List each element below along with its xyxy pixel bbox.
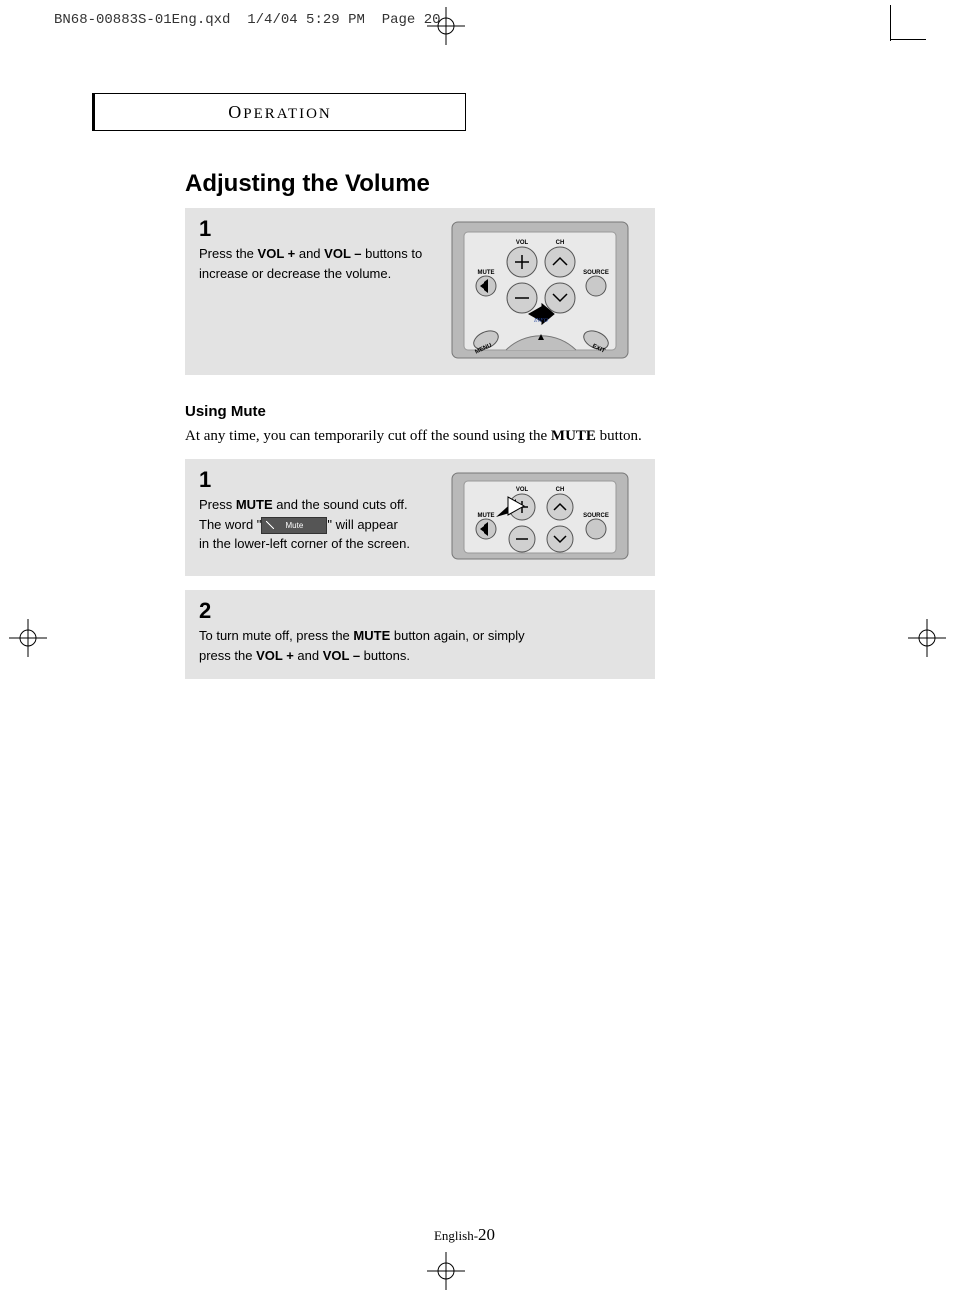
prepress-header: BN68-00883S-01Eng.qxd 1/4/04 5:29 PM Pag… (54, 12, 441, 28)
mute-step-1: 1 Press MUTE and the sound cuts off. The… (185, 459, 655, 576)
step-number: 1 (199, 216, 425, 242)
header-filename: BN68-00883S-01Eng.qxd (54, 12, 230, 28)
registration-mark (425, 1250, 467, 1292)
step-number: 1 (199, 467, 425, 493)
svg-text:MUTE: MUTE (478, 513, 495, 519)
sub-heading: Using Mute (185, 403, 655, 420)
svg-text:INFO: INFO (533, 318, 549, 324)
section-tab: OPERATION (92, 93, 466, 131)
step1-text: Press the VOL + and VOL – buttons to inc… (199, 244, 425, 283)
mute-step-2: 2 To turn mute off, press the MUTE butto… (185, 590, 655, 679)
mute-osd-pill: Mute (261, 517, 327, 534)
mute-step1-text: Press MUTE and the sound cuts off. The w… (199, 495, 425, 554)
step-number: 2 (199, 598, 641, 624)
svg-text:CH: CH (556, 487, 565, 493)
remote-illustration-1: VOL CH MUTE (441, 216, 641, 361)
step-box-1: 1 Press the VOL + and VOL – buttons to i… (185, 208, 655, 375)
tab-title-rest: PERATION (243, 106, 332, 122)
label-source: SOURCE (583, 270, 609, 276)
label-ch: CH (556, 240, 565, 246)
footer-page-number: 20 (478, 1225, 495, 1244)
svg-text:SOURCE: SOURCE (583, 513, 609, 519)
page-area: OPERATION Adjusting the Volume 1 Press t… (22, 40, 907, 1240)
label-vol: VOL (516, 240, 529, 246)
header-datetime: 1/4/04 5:29 PM (247, 12, 365, 28)
page-footer: English-20 (22, 1225, 907, 1245)
mute-step2-text: To turn mute off, press the MUTE button … (199, 626, 641, 665)
content-column: Adjusting the Volume 1 Press the VOL + a… (185, 170, 655, 693)
label-mute: MUTE (478, 270, 495, 276)
page-title: Adjusting the Volume (185, 170, 655, 198)
remote-illustration-2: VOL CH MUTE SOURCE (441, 467, 641, 562)
registration-mark (906, 617, 948, 659)
body-line-1: At any time, you can temporarily cut off… (185, 428, 655, 445)
svg-text:VOL: VOL (516, 487, 529, 493)
footer-prefix: English- (434, 1228, 478, 1243)
crop-corner (890, 5, 891, 41)
